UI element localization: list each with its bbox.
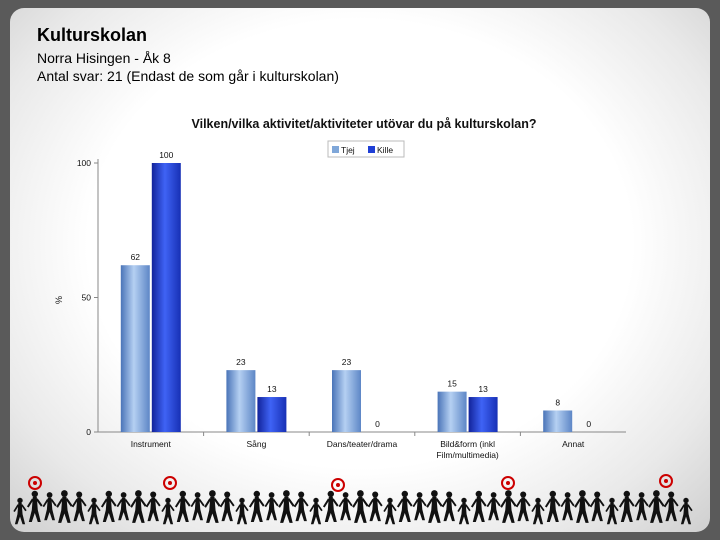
chart-bars: 62 100 23 13 23 0 15 13 8 0 xyxy=(120,150,591,432)
slide-background: Kulturskolan Norra Hisingen - Åk 8 Antal… xyxy=(10,8,710,532)
person-silhouette xyxy=(634,491,649,522)
person-silhouette xyxy=(470,489,487,523)
y-tick-label: 50 xyxy=(82,293,92,303)
person-silhouette xyxy=(544,489,561,523)
crowd-silhouettes xyxy=(13,489,693,526)
person-silhouette xyxy=(367,490,383,523)
person-silhouette xyxy=(42,491,57,522)
data-label: 8 xyxy=(555,397,560,407)
person-silhouette xyxy=(264,491,279,522)
legend-swatch xyxy=(368,146,375,153)
bar-tjej xyxy=(437,391,467,432)
person-silhouette xyxy=(190,491,205,522)
legend-label: Tjej xyxy=(341,145,355,155)
person-silhouette xyxy=(235,496,249,526)
page-title: Kulturskolan xyxy=(37,25,148,45)
data-label: 15 xyxy=(447,379,457,389)
chart-legend: Tjej Kille xyxy=(327,140,405,158)
person-silhouette xyxy=(100,489,117,523)
person-silhouette xyxy=(71,490,87,523)
person-silhouette xyxy=(515,490,531,523)
person-silhouette xyxy=(145,490,161,523)
x-tick-label: Instrument xyxy=(131,439,172,449)
page-subtitle: Norra Hisingen - Åk 8 xyxy=(37,50,171,66)
person-silhouette xyxy=(663,490,679,523)
decorative-crowd-footer xyxy=(13,474,693,526)
x-tick-label: Bild&form (inkl Film/multimedia) xyxy=(436,439,499,460)
bar-kille xyxy=(257,397,287,432)
person-silhouette xyxy=(322,489,339,523)
data-label: 13 xyxy=(478,384,488,394)
bar-tjej xyxy=(120,265,150,432)
person-silhouette xyxy=(457,496,471,526)
person-silhouette xyxy=(338,491,353,522)
chart-axes: 0 50 100 Instrument Sång Dans/teater/drama Bil… xyxy=(77,158,626,460)
bar-tjej xyxy=(543,410,573,432)
person-silhouette xyxy=(574,489,591,524)
person-silhouette xyxy=(605,496,619,526)
y-axis-label: % xyxy=(54,296,64,304)
person-silhouette xyxy=(351,489,369,524)
legend-swatch xyxy=(332,146,339,153)
person-silhouette xyxy=(26,489,43,523)
person-silhouette xyxy=(129,489,147,524)
person-silhouette xyxy=(293,490,309,523)
person-silhouette xyxy=(219,490,235,523)
person-silhouette xyxy=(116,491,131,522)
person-silhouette xyxy=(486,491,501,522)
legend-label: Kille xyxy=(377,145,393,155)
response-count: Antal svar: 21 (Endast de som går i kult… xyxy=(37,68,339,84)
x-tick-label: Annat xyxy=(562,439,585,449)
person-silhouette xyxy=(383,496,397,526)
bar-chart: Vilken/vilka aktivitet/aktiviteter utöva… xyxy=(54,117,626,460)
person-silhouette xyxy=(425,489,443,524)
target-icon xyxy=(28,474,673,492)
person-silhouette xyxy=(87,496,101,526)
person-silhouette xyxy=(396,489,413,523)
data-label: 13 xyxy=(267,384,277,394)
bar-tjej xyxy=(332,370,361,432)
person-silhouette xyxy=(618,489,635,523)
bar-kille xyxy=(151,163,181,432)
data-label: 100 xyxy=(159,150,173,160)
data-label: 62 xyxy=(131,252,141,262)
data-label: 23 xyxy=(342,357,352,367)
data-label: 0 xyxy=(375,419,380,429)
person-silhouette xyxy=(13,496,27,526)
person-silhouette xyxy=(679,496,693,526)
person-silhouette xyxy=(589,490,605,523)
person-silhouette xyxy=(277,489,295,524)
person-silhouette xyxy=(441,490,457,523)
y-tick-label: 100 xyxy=(77,158,91,168)
legend-box xyxy=(327,140,405,158)
x-tick-label: Sång xyxy=(246,439,266,449)
data-label: 0 xyxy=(586,419,591,429)
person-silhouette xyxy=(248,489,265,523)
person-silhouette xyxy=(174,489,191,523)
bar-kille xyxy=(468,397,498,432)
x-tick-label: Dans/teater/drama xyxy=(327,439,398,449)
person-silhouette xyxy=(648,489,665,524)
person-silhouette xyxy=(309,496,323,526)
person-silhouette xyxy=(499,489,517,524)
person-silhouette xyxy=(161,496,175,526)
chart-title: Vilken/vilka aktivitet/aktiviteter utöva… xyxy=(191,117,536,131)
data-label: 23 xyxy=(236,357,246,367)
person-silhouette xyxy=(560,491,575,522)
bar-tjej xyxy=(226,370,256,432)
person-silhouette xyxy=(531,496,545,526)
person-silhouette xyxy=(412,491,427,522)
person-silhouette xyxy=(203,489,221,524)
y-tick-label: 0 xyxy=(86,427,91,437)
person-silhouette xyxy=(56,489,73,524)
